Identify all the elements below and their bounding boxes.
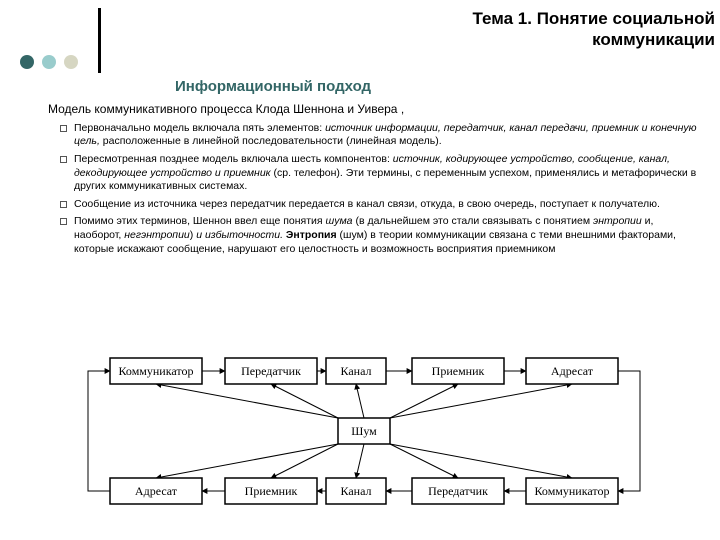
section-subtitle: Информационный подход [175, 78, 371, 95]
italic-text: шума [326, 215, 353, 227]
dot-icon [20, 55, 34, 69]
text: Пересмотренная позднее модель включала ш… [74, 153, 393, 165]
italic-text: негэнтропии [124, 229, 190, 241]
intro-text: Модель коммуникативного процесса Клода Ш… [48, 102, 702, 118]
list-item: Помимо этих терминов, Шеннон ввел еще по… [62, 215, 702, 256]
diagram-edge [390, 384, 458, 418]
text: Сообщение из источника через передатчик … [74, 198, 660, 210]
diagram-edge [390, 444, 572, 478]
bullet-list: Первоначально модель включала пять элеме… [48, 122, 702, 257]
diagram-edge [271, 384, 338, 418]
diagram-node-label: Приемник [245, 484, 298, 498]
diagram-node-label: Передатчик [428, 484, 488, 498]
text: Помимо этих терминов, Шеннон ввел еще по… [74, 215, 326, 227]
list-item: Сообщение из источника через передатчик … [62, 198, 702, 212]
diagram-edge [356, 384, 364, 418]
diagram-node-label: Адресат [551, 364, 594, 378]
decorative-dots [20, 55, 78, 69]
diagram-edge [618, 371, 640, 491]
list-item: Пересмотренная позднее модель включала ш… [62, 153, 702, 194]
diagram-node-label: Шум [351, 424, 377, 438]
diagram-edge [356, 444, 364, 478]
vertical-rule [98, 8, 101, 73]
diagram-edge [156, 384, 338, 418]
text: (в дальнейшем это стали связывать с поня… [353, 215, 594, 227]
list-item: Первоначально модель включала пять элеме… [62, 122, 702, 149]
italic-text: энтропии [593, 215, 642, 227]
text: Первоначально модель включала пять элеме… [74, 122, 325, 134]
dot-icon [42, 55, 56, 69]
diagram-node-label: Канал [340, 364, 371, 378]
diagram-edge [271, 444, 338, 478]
shannon-weaver-diagram: Коммуникатор Передатчик Канал Приемник Адрес… [60, 338, 660, 533]
diagram-edge [156, 444, 338, 478]
page-title: Тема 1. Понятие социальной коммуникации [125, 8, 715, 51]
title-line: коммуникации [592, 30, 715, 49]
diagram-node-label: Канал [340, 484, 371, 498]
diagram-node-label: Приемник [432, 364, 485, 378]
diagram-node-label: Передатчик [241, 364, 301, 378]
diagram-edge [390, 444, 458, 478]
diagram-edge [88, 371, 110, 491]
diagram-node-label: Коммуникатор [119, 364, 194, 378]
title-line: Тема 1. Понятие социальной [473, 9, 716, 28]
diagram-edge [390, 384, 572, 418]
body-content: Модель коммуникативного процесса Клода Ш… [48, 102, 702, 260]
bold-text: Энтропия [286, 229, 337, 241]
diagram-node-label: Коммуникатор [535, 484, 610, 498]
dot-icon [64, 55, 78, 69]
diagram-node-label: Адресат [135, 484, 178, 498]
italic-text: и избыточности. [196, 229, 283, 241]
text: расположенные в линейной последовательно… [100, 135, 442, 147]
